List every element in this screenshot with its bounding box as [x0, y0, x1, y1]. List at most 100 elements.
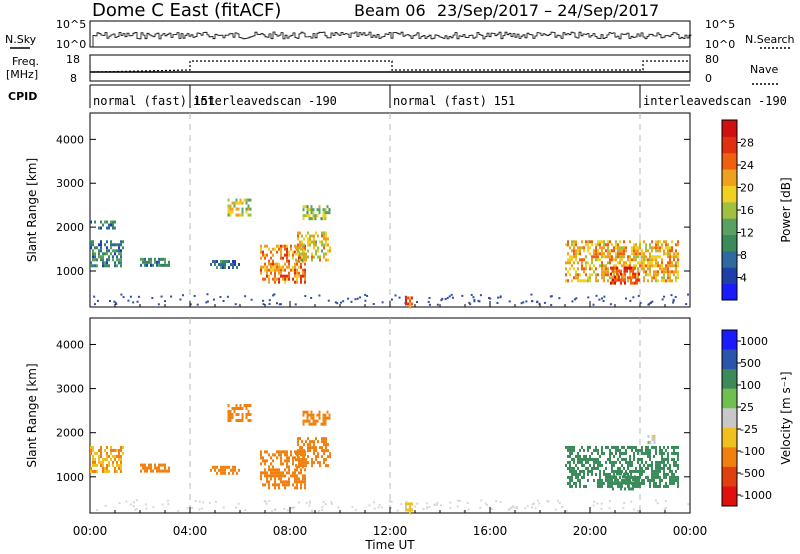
scatter-speck: [291, 507, 294, 510]
scatter-speck: [479, 294, 482, 297]
scatter-speck: [237, 502, 240, 505]
scatter-speck: [526, 504, 529, 507]
cpid-segment-id: 151: [494, 94, 516, 108]
scatter-speck: [198, 508, 201, 511]
scatter-speck: [472, 296, 475, 299]
scatter-speck: [96, 299, 99, 302]
y-tick-label: 2000: [56, 221, 84, 234]
scatter-speck: [425, 502, 428, 505]
scatter-speck: [536, 300, 539, 303]
colorbar-label: Power [dB]: [779, 177, 793, 242]
colorbar-swatch: [722, 283, 737, 301]
scatter-speck: [378, 503, 381, 506]
scatter-speck: [104, 504, 107, 507]
scatter-speck: [339, 301, 342, 304]
colorbar-swatch: [722, 349, 737, 370]
scatter-speck: [304, 295, 307, 298]
scatter-speck: [439, 504, 442, 507]
y-tick-label: 3000: [56, 383, 84, 396]
nsearch-tick-top: 10^5: [705, 18, 735, 31]
scatter-speck: [286, 509, 289, 512]
scatter-speck: [272, 294, 275, 297]
x-tick-label: 12:00: [373, 524, 408, 538]
scatter-speck: [161, 503, 164, 506]
cpid-segment-label: interleavedscan: [193, 94, 301, 108]
power-colorbar: 4 8 12 16 20 24 28 Power [dB]: [721, 119, 793, 301]
scatter-speck: [244, 509, 247, 512]
data-patch: [405, 296, 413, 309]
scatter-speck: [547, 500, 550, 503]
data-patch: [90, 220, 116, 230]
scatter-speck: [330, 502, 333, 505]
scatter-speck: [480, 499, 483, 502]
colorbar-tick-label: 500: [740, 357, 761, 370]
scatter-speck: [359, 296, 362, 299]
scatter-speck: [405, 500, 408, 503]
data-patch: [610, 472, 640, 491]
scatter-speck: [536, 499, 539, 502]
scatter-speck: [546, 499, 549, 502]
scatter-speck: [398, 296, 401, 299]
scatter-speck: [275, 302, 278, 305]
scatter-speck: [603, 295, 606, 298]
scatter-speck: [426, 507, 429, 510]
scatter-speck: [200, 507, 203, 510]
y-tick-label: 4000: [56, 133, 84, 146]
colorbar-tick-label: 8: [740, 249, 747, 262]
scatter-speck: [262, 303, 265, 306]
scatter-speck: [655, 499, 658, 502]
x-tick-label: 08:00: [273, 524, 308, 538]
scatter-speck: [127, 299, 130, 302]
scatter-speck: [650, 301, 653, 304]
scatter-speck: [561, 506, 564, 509]
scatter-speck: [554, 508, 557, 511]
scatter-speck: [670, 294, 673, 297]
scatter-speck: [234, 506, 237, 509]
nsky-bars: [90, 31, 693, 48]
scatter-speck: [113, 300, 116, 303]
data-patch: [140, 257, 170, 267]
scatter-speck: [497, 296, 500, 299]
scatter-speck: [550, 304, 553, 307]
scatter-speck: [488, 296, 491, 299]
scatter-speck: [414, 505, 417, 508]
data-patch: [227, 198, 252, 217]
scatter-speck: [324, 503, 327, 506]
scatter-speck: [665, 506, 668, 509]
cpid-segment-label: normal (fast): [93, 94, 187, 108]
scatter-speck: [264, 500, 267, 503]
velocity-panel: 1000 2000 3000 4000 Slant Range [km]: [25, 317, 691, 515]
scatter-speck: [534, 507, 537, 510]
scatter-speck: [394, 294, 397, 297]
scatter-speck: [268, 299, 271, 302]
scatter-speck: [373, 507, 376, 510]
scatter-speck: [456, 499, 459, 502]
scatter-speck: [467, 508, 470, 511]
colorbar-swatch: [722, 169, 737, 186]
scatter-speck: [322, 500, 325, 503]
nave-tick-top: 80: [705, 53, 719, 66]
scatter-speck: [279, 303, 282, 306]
data-patch: [295, 437, 331, 468]
scatter-speck: [122, 296, 125, 299]
scatter-speck: [601, 297, 604, 300]
nsearch-tick-bottom: 10^0: [705, 38, 735, 51]
x-tick-label: 04:00: [173, 524, 208, 538]
scatter-speck: [484, 502, 487, 505]
scatter-speck: [416, 502, 419, 505]
scatter-speck: [132, 301, 135, 304]
data-patch: [647, 434, 656, 444]
colorbar-tick-label: 12: [740, 227, 754, 240]
scatter-speck: [558, 501, 561, 504]
scatter-speck: [436, 501, 439, 504]
scatter-speck: [478, 300, 481, 303]
colorbar-tick-label: 20: [740, 182, 754, 195]
colorbar-tick-label: 25: [740, 401, 754, 414]
cpid-label: CPID: [8, 90, 37, 103]
scatter-speck: [330, 500, 333, 503]
scatter-speck: [350, 300, 353, 303]
colorbar-tick-label: -500: [740, 467, 765, 480]
scatter-speck: [321, 506, 324, 509]
